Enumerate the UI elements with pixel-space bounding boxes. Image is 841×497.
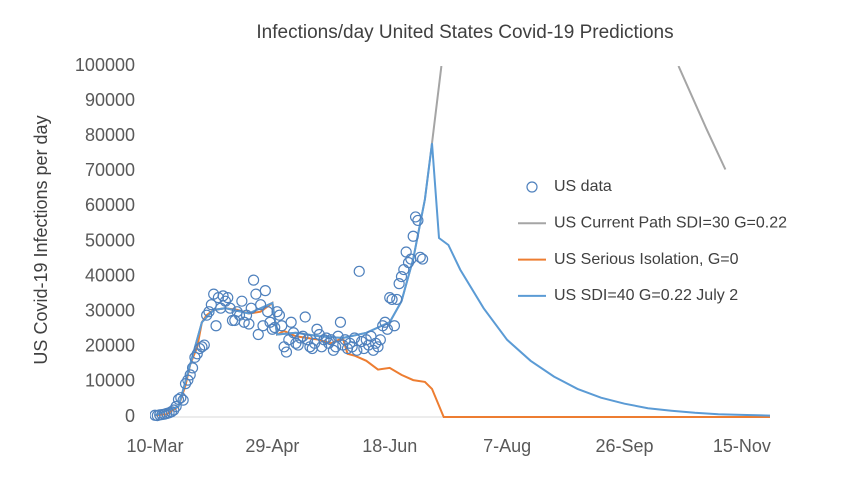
data-point	[351, 344, 363, 356]
legend-label: US Current Path SDI=30 G=0.22	[554, 215, 787, 232]
data-point	[374, 334, 386, 346]
data-point	[222, 292, 234, 304]
data-point	[252, 328, 264, 341]
data-point	[393, 278, 405, 290]
data-point	[210, 320, 222, 332]
data-point	[416, 253, 429, 265]
x-tick-label: 26-Sep	[595, 436, 653, 456]
data-point	[409, 211, 422, 223]
data-point	[201, 309, 213, 321]
data-point	[217, 290, 229, 302]
data-point	[182, 374, 194, 386]
y-tick-label: 30000	[85, 300, 135, 320]
data-point	[257, 320, 269, 332]
data-point	[231, 306, 243, 318]
y-tick-label: 60000	[85, 195, 135, 215]
data-point	[414, 251, 426, 263]
data-point	[320, 332, 332, 344]
data-point	[379, 316, 391, 328]
data-point	[170, 400, 182, 413]
data-point	[175, 392, 187, 404]
y-tick-label: 90000	[85, 90, 135, 110]
data-point	[327, 344, 339, 356]
data-point	[330, 341, 342, 353]
data-point	[179, 378, 192, 390]
data-point	[388, 320, 401, 332]
chart-title: Infections/day United States Covid-19 Pr…	[256, 22, 673, 43]
data-point	[332, 330, 344, 342]
y-tick-label: 10000	[85, 371, 135, 391]
data-point	[168, 404, 180, 416]
x-tick-label: 7-Aug	[483, 436, 531, 456]
data-point	[391, 293, 403, 306]
x-tick-label: 15-Nov	[713, 436, 771, 456]
data-point	[355, 335, 368, 348]
data-point	[280, 346, 293, 358]
data-point	[386, 293, 398, 306]
y-tick-label: 50000	[85, 230, 135, 250]
data-point	[384, 292, 396, 304]
legend-label: US Serious Isolation, G=0	[554, 251, 739, 268]
legend-label: US data	[554, 178, 612, 195]
data-point	[276, 320, 288, 332]
data-point	[177, 394, 189, 406]
data-point	[269, 321, 281, 334]
data-point	[287, 327, 300, 339]
data-point	[309, 337, 321, 349]
data-point	[224, 302, 236, 314]
data-point	[236, 295, 248, 307]
data-point	[311, 323, 323, 335]
y-tick-label: 100000	[75, 55, 135, 75]
data-point	[273, 309, 286, 321]
data-point	[381, 323, 393, 335]
data-point	[245, 302, 257, 314]
data-point	[259, 285, 271, 297]
data-point	[292, 339, 304, 351]
data-point	[294, 332, 307, 344]
data-point	[353, 265, 365, 277]
data-point	[189, 351, 201, 363]
data-point	[348, 332, 361, 344]
data-point	[412, 214, 424, 227]
x-tick-label: 10-Mar	[126, 436, 183, 456]
y-tick-label: 20000	[85, 336, 135, 356]
data-point	[407, 230, 419, 242]
data-point	[299, 311, 311, 323]
data-point	[334, 316, 347, 328]
data-point	[212, 292, 224, 304]
y-tick-label: 40000	[85, 265, 135, 285]
data-point	[172, 393, 185, 406]
data-point	[186, 362, 199, 374]
data-point	[372, 341, 384, 353]
data-point	[316, 341, 328, 353]
legend-marker	[526, 181, 538, 193]
data-point	[402, 256, 415, 269]
x-tick-label: 29-Apr	[245, 436, 299, 456]
data-point	[255, 299, 267, 311]
data-point	[238, 316, 250, 328]
y-tick-label: 70000	[85, 160, 135, 180]
data-point	[196, 341, 208, 353]
data-point	[203, 306, 215, 318]
data-point	[266, 323, 278, 335]
data-point	[184, 369, 196, 381]
data-point	[198, 339, 210, 351]
data-point	[250, 288, 262, 300]
data-point	[262, 306, 274, 318]
y-tick-label: 80000	[85, 125, 135, 145]
data-point	[395, 271, 408, 283]
data-point	[243, 318, 255, 330]
plot-area	[150, 66, 771, 422]
data-point	[271, 306, 283, 318]
data-point	[247, 274, 260, 286]
x-tick-label: 18-Jun	[362, 436, 417, 456]
y-axis-label: US Covid-19 Infections per day	[31, 115, 51, 364]
y-tick-label: 0	[125, 406, 135, 426]
data-point	[205, 299, 217, 311]
data-point	[301, 334, 314, 346]
legend-label: US SDI=40 G=0.22 July 2	[554, 287, 738, 304]
data-point	[285, 316, 297, 328]
